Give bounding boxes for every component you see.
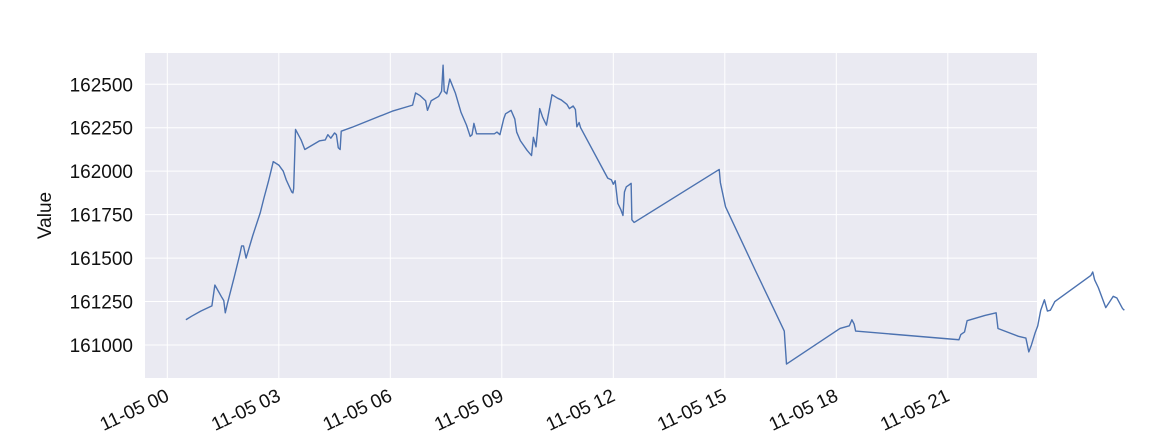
grid-lines (145, 53, 1037, 378)
y-tick-label: 161500 (70, 249, 133, 270)
x-tick-label: 11-05 00 (97, 385, 173, 432)
y-tick-label: 162000 (70, 162, 133, 183)
x-tick-label: 11-05 18 (766, 385, 842, 432)
y-tick-label: 161750 (70, 206, 133, 227)
x-tick-label: 11-05 21 (877, 385, 953, 432)
y-tick-label: 162500 (70, 75, 133, 96)
series-layer (185, 64, 1125, 365)
plot-area (145, 53, 1037, 378)
series-line (185, 64, 1125, 365)
x-axis-ticks: 11-05 00 11-05 03 11-05 06 11-05 09 11-05 12… (97, 385, 953, 432)
y-axis-label: Value (35, 192, 56, 239)
x-tick-label: 11-05 12 (543, 385, 619, 432)
x-tick-label: 11-05 15 (654, 385, 730, 432)
x-tick-label: 11-05 03 (208, 385, 284, 432)
x-tick-label: 11-05 06 (320, 385, 396, 432)
y-tick-label: 161000 (70, 336, 133, 357)
y-tick-label: 162250 (70, 119, 133, 140)
y-axis-ticks: 161000 161250 161500 161750 162000 162250 1625… (70, 75, 133, 357)
x-tick-label: 11-05 09 (431, 385, 507, 432)
y-tick-label: 161250 (70, 293, 133, 314)
